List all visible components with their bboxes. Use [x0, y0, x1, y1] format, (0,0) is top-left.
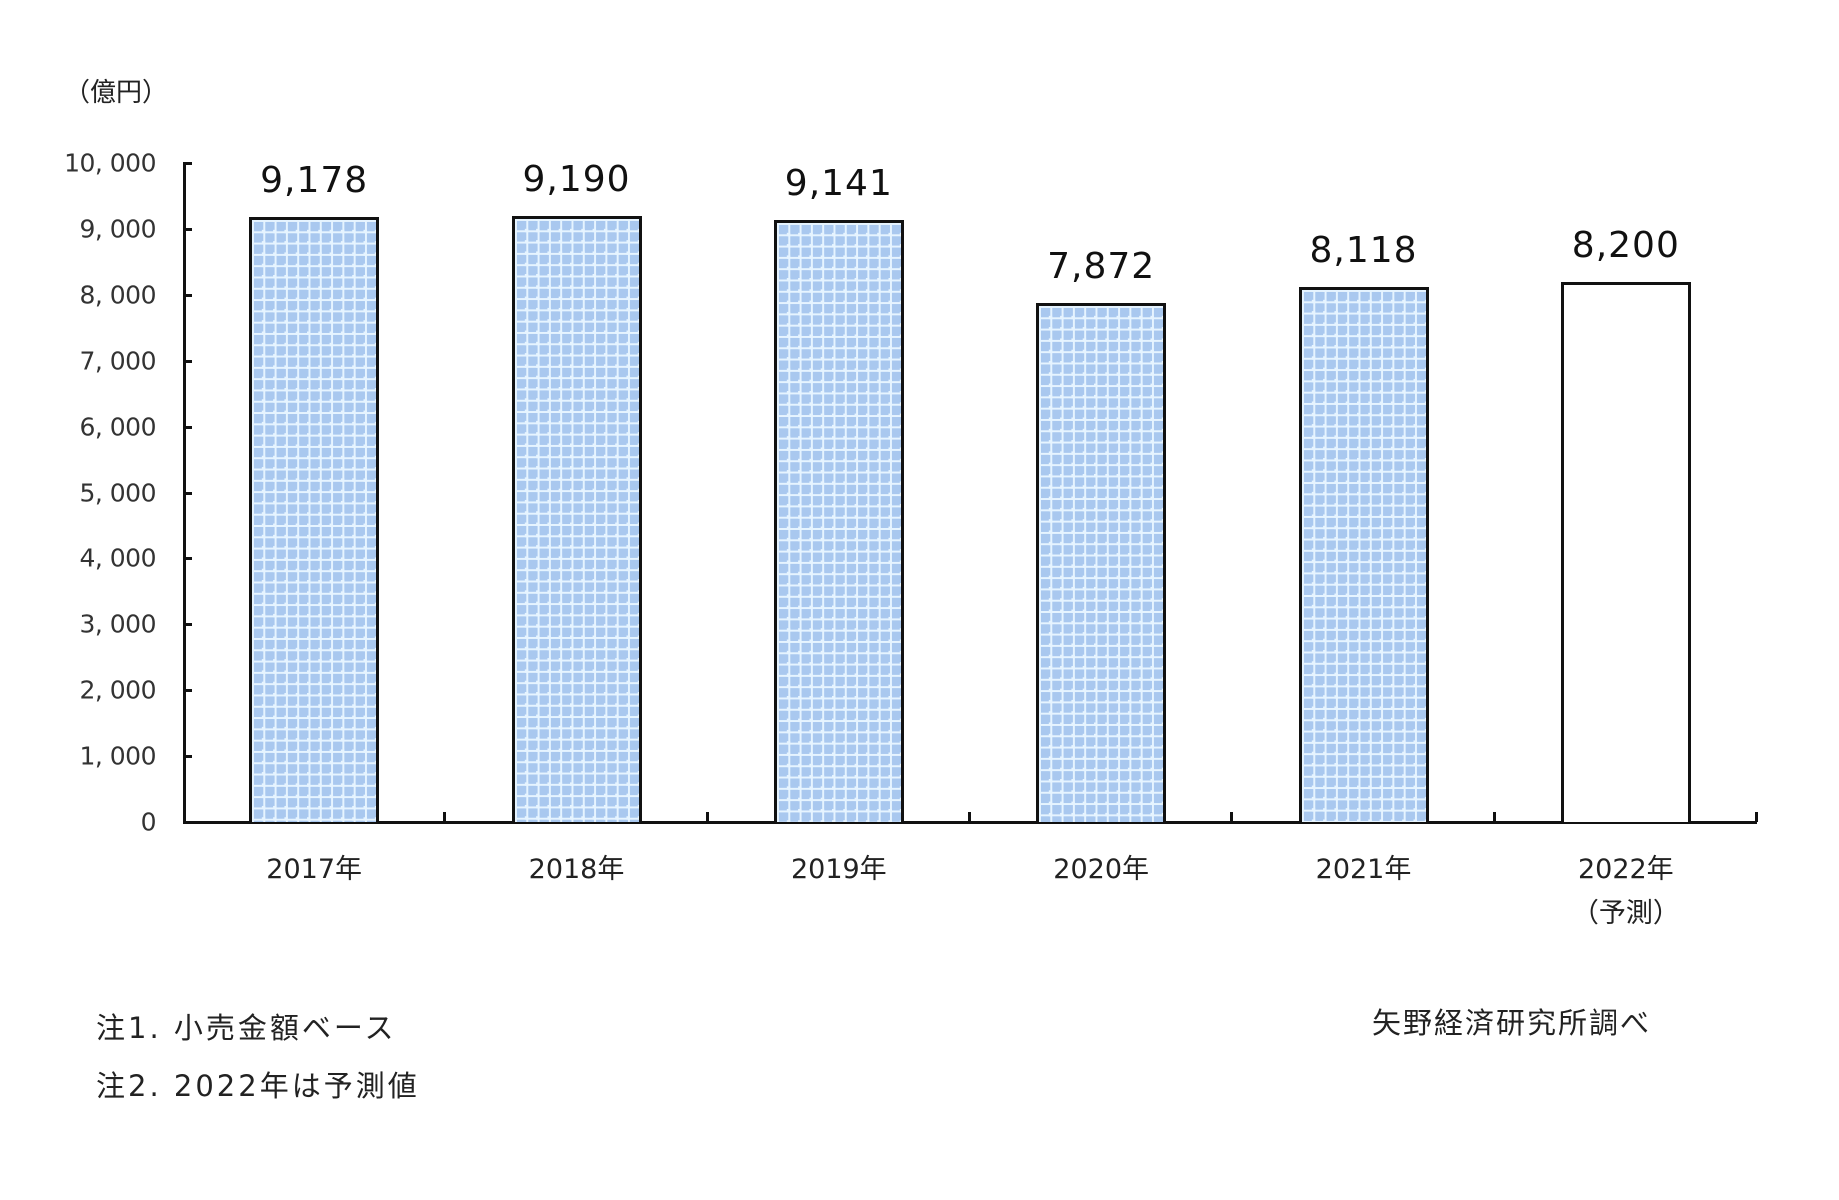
x-category-label: 2019年: [791, 848, 887, 892]
bar: [511, 216, 642, 822]
x-category-label-line: （予測）: [1571, 898, 1680, 929]
bar-value-label: 8,118: [1309, 230, 1418, 272]
y-tick-label: 10, 000: [64, 148, 156, 178]
x-axis-line: [183, 821, 1757, 824]
bar-value-label: 8,200: [1571, 224, 1680, 266]
bar: [1298, 287, 1429, 822]
source-credit: 矢野経済研究所調べ: [1372, 1006, 1652, 1040]
x-tick-mark: [443, 812, 447, 822]
y-tick-label: 3, 000: [79, 609, 156, 639]
y-tick-mark: [183, 425, 192, 429]
x-category-label-line: 2021年: [1315, 854, 1412, 885]
y-tick-label: 6, 000: [79, 412, 156, 442]
bar: [773, 219, 904, 823]
bar: [249, 217, 380, 822]
y-tick-label: 5, 000: [79, 478, 156, 507]
x-category-label-line: 2017年: [266, 854, 363, 885]
y-tick-label: 8, 000: [79, 280, 156, 310]
y-tick-label: 7, 000: [79, 346, 156, 376]
y-tick-mark: [183, 162, 192, 165]
x-tick-mark: [1755, 812, 1758, 822]
y-tick-label: 4, 000: [79, 543, 156, 573]
bar-value-label: 7,872: [1047, 246, 1156, 288]
x-category-label: 2021年: [1316, 848, 1412, 892]
note-2: 注2. 2022年は予測値: [96, 1069, 420, 1103]
y-tick-mark: [183, 557, 192, 561]
x-category-label: 2022年 （予測）: [1572, 848, 1680, 936]
y-tick-mark: [183, 689, 192, 693]
bar-value-label: 9,178: [260, 160, 369, 202]
x-category-label-line: 2022年: [1577, 854, 1674, 885]
bar: [1036, 303, 1167, 822]
y-tick-mark: [183, 293, 192, 297]
bar-value-label: 9,141: [784, 162, 893, 204]
x-category-label: 2020年: [1053, 848, 1149, 892]
x-category-label-line: 2020年: [1053, 854, 1150, 885]
x-tick-mark: [1492, 812, 1496, 822]
bar-forecast: [1560, 281, 1691, 822]
x-tick-mark: [705, 812, 709, 822]
y-tick-mark: [183, 359, 192, 363]
x-category-label-line: 2019年: [790, 854, 887, 885]
y-axis-unit-label: （億円）: [64, 78, 169, 108]
y-tick-label: 9, 000: [79, 214, 156, 244]
y-tick-label: 1, 000: [79, 741, 156, 771]
note-1: 注1. 小売金額ベース: [96, 1011, 397, 1045]
y-tick-mark: [183, 227, 192, 231]
y-tick-mark: [183, 755, 192, 759]
x-category-label: 2017年: [266, 848, 362, 892]
y-tick-label: 0: [140, 807, 157, 837]
x-tick-mark: [1230, 812, 1234, 822]
x-category-label-line: 2018年: [528, 854, 625, 885]
x-tick-mark: [968, 812, 971, 822]
x-category-label: 2018年: [529, 848, 625, 892]
y-tick-mark: [183, 623, 192, 627]
bar-value-label: 9,190: [522, 159, 631, 201]
y-tick-mark: [183, 491, 192, 495]
y-tick-label: 2, 000: [79, 675, 156, 705]
